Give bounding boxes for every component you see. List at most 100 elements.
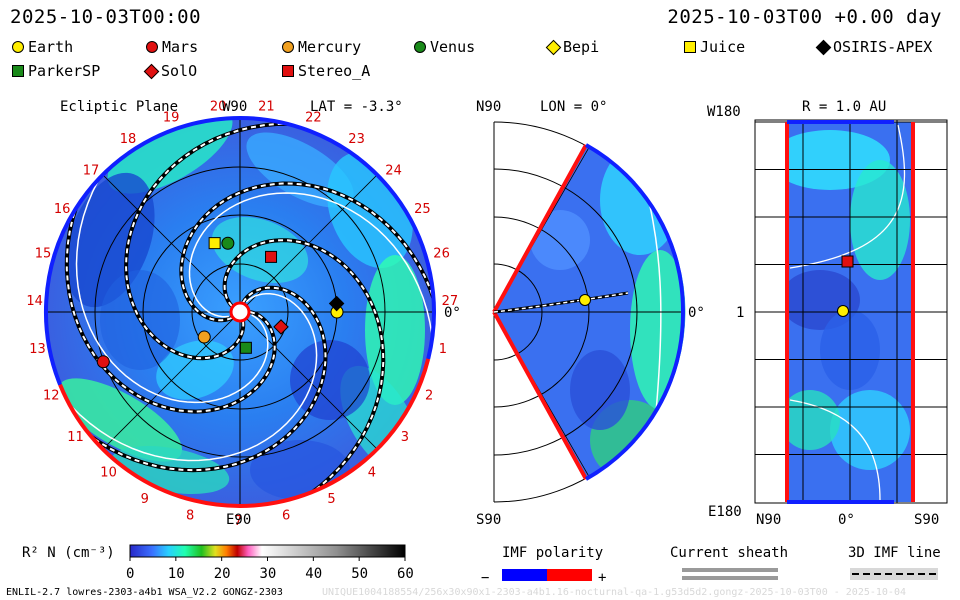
legend-item-earth: Earth — [12, 38, 73, 56]
colorbar-tick-label: 0 — [126, 566, 134, 582]
ecliptic-bodies — [96, 236, 345, 369]
sector-number: 25 — [414, 202, 431, 217]
legend-item-mars: Mars — [146, 38, 198, 56]
colorbar-gradient — [129, 544, 406, 558]
density-feature — [830, 390, 910, 470]
legend-label: Mars — [162, 38, 199, 56]
sun-marker — [229, 301, 251, 323]
body-marker-solo — [273, 319, 289, 335]
meridional-rim-neg2 — [585, 311, 686, 481]
sector-number: 16 — [54, 202, 71, 217]
rmap-top-left: W180 — [707, 104, 741, 120]
current-sheath-legend: Current sheath — [670, 545, 788, 580]
sector-number: 23 — [348, 132, 365, 147]
colorbar-tick-label: 40 — [305, 566, 322, 582]
colorbar-tick-label: 30 — [260, 566, 277, 582]
colorbar-tick-label: 60 — [397, 566, 414, 582]
circle-marker-icon — [146, 41, 158, 53]
rmap-x-mid: 0° — [838, 512, 855, 528]
meridional-panel: N90 LON = 0° S90 0° — [476, 99, 705, 528]
sector-number: 17 — [83, 163, 100, 178]
colorbar-tick-label: 10 — [168, 566, 185, 582]
sector-number: 20 — [210, 99, 227, 114]
legend-label: ParkerSP — [28, 62, 101, 80]
sector-number: 22 — [305, 111, 322, 126]
density-feature — [290, 340, 370, 420]
sector-number: 24 — [385, 163, 402, 178]
circle-marker-icon — [282, 41, 294, 53]
sector-number: 10 — [100, 465, 117, 480]
ecliptic-title: Ecliptic Plane — [60, 99, 178, 115]
body-marker-parkersp — [239, 341, 252, 354]
sector-number: 3 — [401, 430, 409, 445]
sector-number: 19 — [163, 111, 180, 126]
current-sheath-line — [46, 292, 318, 462]
sector-number: 9 — [141, 492, 149, 507]
body-marker-venus — [221, 236, 235, 250]
legend-label: SolO — [161, 62, 198, 80]
colorbar-tick-label: 20 — [214, 566, 231, 582]
current-sheath-line — [188, 192, 434, 405]
sheath-title: Current sheath — [670, 545, 788, 561]
right-date: 2025-10-03T00 +0.00 day — [667, 6, 942, 28]
meridional-bottom-label: S90 — [476, 512, 501, 528]
left-date: 2025-10-03T00:00 — [10, 6, 202, 28]
sector-number: 11 — [67, 430, 84, 445]
body-marker-mercury — [197, 330, 211, 344]
legend-label: Venus — [430, 38, 476, 56]
rmap-stereo-marker — [841, 255, 854, 268]
legend-item-osiris-apex: OSIRIS-APEX — [815, 38, 933, 56]
square-marker-icon — [282, 65, 294, 77]
legend-item-solo: SolO — [143, 62, 198, 80]
imf-line-legend: 3D IMF line — [848, 545, 941, 580]
sector-number: 13 — [29, 342, 46, 357]
colorbar-tick-label: 50 — [351, 566, 368, 582]
rmap-earth-marker — [837, 305, 849, 317]
ecliptic-spirals — [46, 121, 434, 506]
legend-label: Mercury — [298, 38, 362, 56]
legend-item-mercury: Mercury — [282, 38, 361, 56]
sector-number: 5 — [327, 492, 335, 507]
rmap-title: R = 1.0 AU — [802, 99, 886, 115]
colorbar-ticks: 0 10 20 30 40 50 60 — [126, 557, 414, 582]
colorbar-label: R² N (cm⁻³) — [22, 545, 115, 561]
legend-label: OSIRIS-APEX — [833, 38, 933, 56]
meridional-right-label: 0° — [688, 305, 705, 321]
imf-pos-swatch — [547, 569, 592, 581]
ecliptic-rim-negative — [44, 115, 436, 386]
body-marker-stereo_a — [265, 250, 278, 263]
imf-plus: + — [598, 570, 606, 586]
meridional-edge-top — [492, 144, 588, 313]
legend-item-stereo_a: Stereo_A — [282, 62, 370, 80]
density-feature — [570, 350, 630, 430]
sector-number: 7 — [234, 514, 242, 529]
imfline-title: 3D IMF line — [848, 545, 941, 561]
ecliptic-rim-positive — [58, 358, 431, 508]
rmap-bottom-left: E180 — [708, 504, 742, 520]
legend-item-venus: Venus — [414, 38, 475, 56]
sector-number: 8 — [186, 508, 194, 523]
sector-number: 18 — [120, 132, 137, 147]
colorbar: R² N (cm⁻³) 0 10 20 30 40 50 60 — [22, 544, 414, 582]
footer-left: ENLIL-2.7 lowres-2303-a4b1 WSA_V2.2 GONG… — [6, 587, 283, 598]
square-marker-icon — [684, 41, 696, 53]
legend-label: Earth — [28, 38, 74, 56]
rmap-x-right: S90 — [914, 512, 939, 528]
rmap-mid-left: 1 — [736, 305, 744, 321]
meridional-rim-neg — [585, 143, 686, 313]
meridional-edge-bottom — [492, 311, 588, 480]
ecliptic-bottom-label: E90 — [226, 512, 251, 528]
body-marker-osiris-apex — [328, 295, 345, 312]
square-marker-icon — [12, 65, 24, 77]
sector-number: 27 — [442, 294, 459, 309]
density-feature — [57, 378, 182, 462]
ecliptic-lat: LAT = -3.3° — [310, 99, 403, 115]
footer-right: UNIQUE1004188554/256x30x90x1-2303-a4b1.1… — [322, 587, 906, 598]
ecliptic-right-label: 0° — [444, 305, 461, 321]
meridional-earth-marker — [579, 294, 591, 306]
imf-minus: − — [481, 570, 489, 586]
meridional-lon: LON = 0° — [540, 99, 607, 115]
